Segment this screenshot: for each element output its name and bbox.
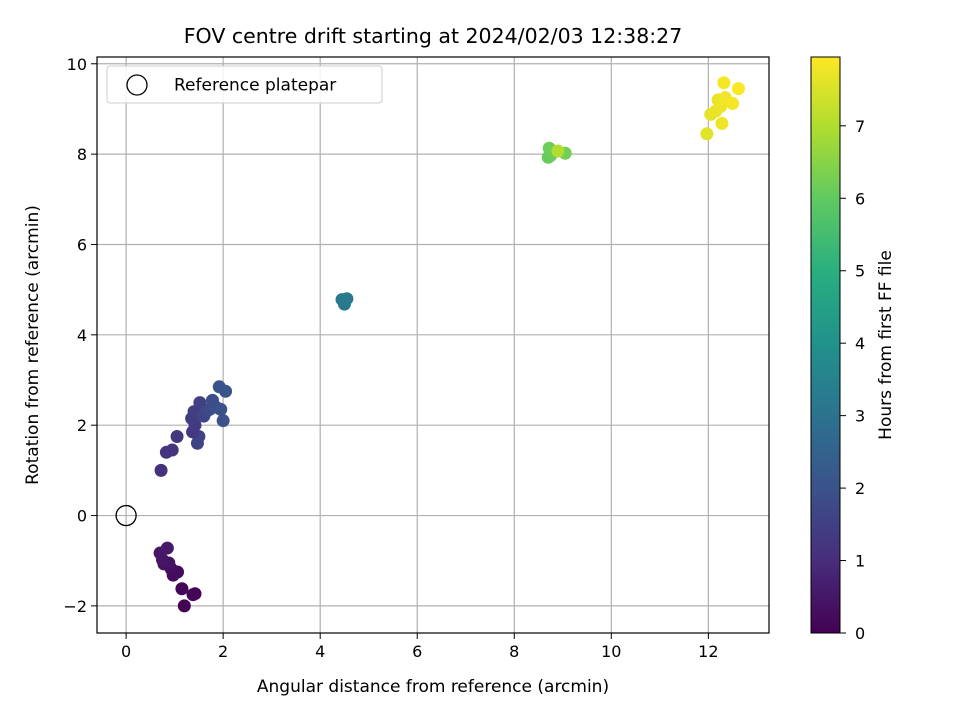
data-point (175, 582, 189, 596)
data-point (170, 429, 184, 443)
data-point (219, 384, 233, 398)
y-axis-label: Rotation from reference (arcmin) (23, 205, 43, 485)
data-point (160, 541, 174, 555)
x-axis-ticks: 0 2 4 6 8 10 12 (121, 633, 719, 661)
data-point (154, 463, 168, 477)
y-tick-label: 0 (77, 507, 87, 526)
colorbar-tick-label: 5 (855, 262, 865, 281)
y-tick-label: 8 (77, 145, 87, 164)
reference-marker-group (115, 504, 137, 527)
y-tick-label: −2 (63, 597, 87, 616)
x-tick-label: 4 (315, 642, 325, 661)
reference-platepar-marker (115, 504, 137, 527)
legend-box (106, 65, 383, 104)
chart-title: FOV centre drift starting at 2024/02/03 … (184, 24, 683, 48)
data-point (717, 76, 731, 90)
x-tick-label: 8 (509, 642, 519, 661)
colorbar-gradient (810, 56, 841, 634)
grid-lines (97, 57, 769, 633)
data-point (340, 292, 354, 306)
legend-marker-icon (126, 74, 148, 96)
y-tick-label: 4 (77, 326, 87, 345)
legend: Reference platepar (106, 65, 383, 104)
colorbar: 0 1 2 3 4 5 6 7 Hours from first FF file (810, 56, 896, 643)
data-point (193, 396, 207, 410)
y-tick-label: 10 (67, 55, 87, 74)
data-point (165, 443, 179, 457)
data-point (177, 599, 191, 613)
x-tick-label: 12 (698, 642, 718, 661)
y-tick-label: 2 (77, 416, 87, 435)
colorbar-ticks: 0 1 2 3 4 5 6 7 (840, 117, 865, 643)
colorbar-tick-label: 2 (855, 479, 865, 498)
data-point (551, 144, 565, 158)
data-point (731, 82, 745, 96)
x-tick-label: 2 (218, 642, 228, 661)
x-axis-label: Angular distance from reference (arcmin) (257, 677, 609, 697)
y-axis-ticks: −2 0 2 4 6 8 10 (63, 55, 97, 616)
plot-frame (96, 56, 770, 634)
data-point (715, 116, 729, 130)
x-tick-label: 10 (601, 642, 621, 661)
x-tick-label: 0 (121, 642, 131, 661)
colorbar-tick-label: 1 (855, 552, 865, 571)
colorbar-tick-label: 6 (855, 189, 865, 208)
x-tick-label: 6 (412, 642, 422, 661)
colorbar-tick-label: 7 (855, 117, 865, 136)
data-point (726, 97, 740, 111)
legend-entry: Reference platepar (174, 76, 336, 96)
colorbar-label: Hours from first FF file (876, 250, 896, 440)
data-point (188, 587, 202, 601)
data-points (153, 76, 745, 613)
colorbar-tick-label: 3 (855, 407, 865, 426)
data-point (216, 414, 230, 428)
colorbar-tick-label: 4 (855, 334, 865, 353)
colorbar-tick-label: 0 (855, 624, 865, 643)
y-tick-label: 6 (77, 235, 87, 254)
data-point (700, 127, 714, 141)
data-point (214, 402, 228, 416)
